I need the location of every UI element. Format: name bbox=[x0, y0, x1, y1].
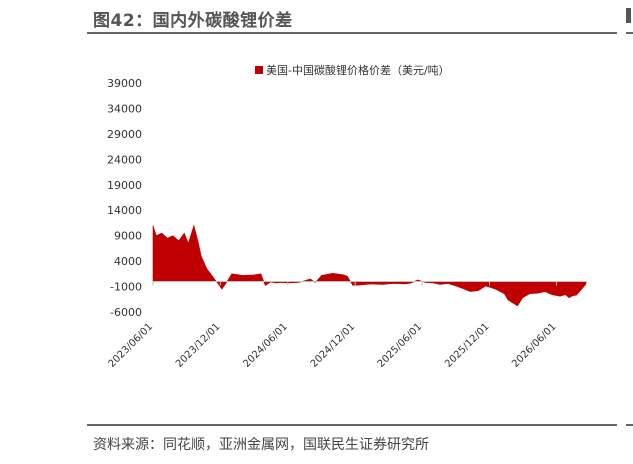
y-tick-label: 19000 bbox=[107, 179, 142, 192]
x-tick-label: 2023/12/01 bbox=[174, 321, 223, 370]
series-area bbox=[152, 224, 587, 307]
y-tick-label: 34000 bbox=[107, 102, 142, 115]
adjacent-panel-fragment bbox=[626, 8, 631, 23]
x-tick-label: 2025/12/01 bbox=[443, 321, 492, 370]
legend-label: 美国-中国碳酸锂价格价差（美元/吨） bbox=[266, 63, 450, 77]
top-rule-adjacent bbox=[626, 32, 633, 34]
bottom-rule bbox=[87, 424, 617, 426]
y-tick-label: 29000 bbox=[107, 128, 142, 141]
y-tick-label: 14000 bbox=[107, 204, 142, 217]
bottom-rule-adjacent bbox=[626, 424, 633, 426]
x-tick-label: 2024/12/01 bbox=[309, 321, 358, 370]
x-tick-label: 2023/06/01 bbox=[107, 321, 156, 370]
x-tick-label: 2024/06/01 bbox=[241, 321, 290, 370]
y-tick-label: 9000 bbox=[114, 230, 142, 243]
top-rule bbox=[87, 32, 617, 34]
figure-title: 图42：国内外碳酸锂价差 bbox=[93, 11, 293, 31]
source-note: 资料来源：同花顺，亚洲金属网，国联民生证券研究所 bbox=[93, 437, 429, 453]
y-tick-label: 39000 bbox=[107, 77, 142, 90]
series-layer bbox=[152, 224, 587, 307]
y-axis: 39000 34000 29000 24000 19000 14000 9000 4000 -1… bbox=[107, 77, 142, 319]
chart: 美国-中国碳酸锂价格价差（美元/吨） 39000 34000 29000 24000 1… bbox=[107, 63, 587, 370]
x-tick-label: 2025/06/01 bbox=[376, 321, 425, 370]
x-tick-label: 2026/06/01 bbox=[510, 321, 559, 370]
y-tick-label: -1000 bbox=[110, 281, 142, 294]
y-tick-label: 24000 bbox=[107, 153, 142, 166]
y-tick-label: -6000 bbox=[110, 306, 142, 319]
legend-swatch bbox=[255, 66, 263, 74]
chart-legend: 美国-中国碳酸锂价格价差（美元/吨） bbox=[255, 63, 450, 77]
y-tick-label: 4000 bbox=[114, 255, 142, 268]
